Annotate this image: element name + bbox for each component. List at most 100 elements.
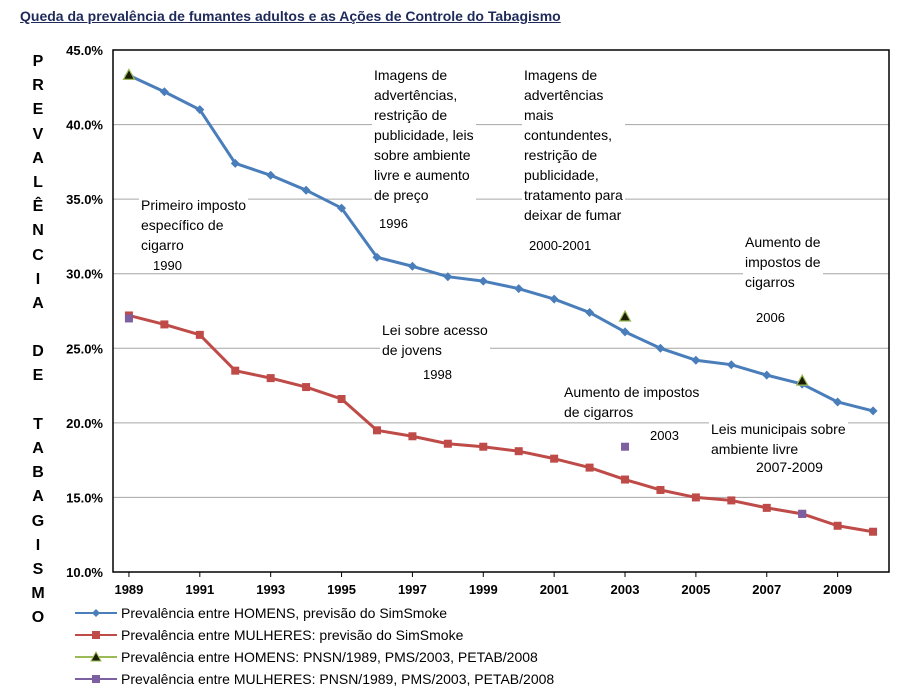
legend-marker-women-model [75,631,117,639]
y-axis-label-char: Ê [32,198,44,216]
data-point-men-model [833,397,843,407]
x-tick-label: 2005 [681,582,710,597]
annotation-2000-2001-text: Imagens de advertências mais contundente… [522,65,625,225]
data-point-men-model [655,343,665,353]
data-point-women-model [514,447,523,456]
series-men-survey [122,68,809,386]
data-point-men-model [514,284,524,294]
y-axis-label-char: E [32,367,44,385]
data-point-women-model [408,432,417,441]
x-tick-label: 1993 [256,582,285,597]
data-point-men-model [868,406,878,416]
legend-marker-men-survey [75,650,117,662]
data-point-men-survey [795,373,809,386]
data-point-men-model [372,252,382,262]
y-tick-label: 20.0% [66,416,103,431]
data-point-women-model [160,320,169,329]
legend-label-men-model: Prevalência entre HOMENS, previsão do Si… [121,605,448,621]
y-axis-label-char: R [32,77,44,95]
x-tick-label: 1999 [469,582,498,597]
y-axis-label-char: I [35,536,41,554]
y-axis-label-char: I [35,270,41,288]
y-axis-label-char: B [32,464,44,482]
data-point-men-model [620,327,630,337]
legend-label-men-survey: Prevalência entre HOMENS: PNSN/1989, PMS… [121,649,538,665]
chart: 10.0% 15.0% 20.0% 25.0% 30.0% 35.0% 40.0% 45.0%… [66,43,890,597]
annotation-2003-year: 2003 [647,428,682,443]
y-tick-label: 15.0% [66,490,103,505]
annotation-1998-text: Lei sobre acesso de jovens [380,320,490,360]
annotation-2006-year: 2006 [753,310,788,325]
x-tick-label: 2003 [611,582,640,597]
series-women-survey [124,314,807,518]
x-tick-label: 1989 [114,582,143,597]
data-point-women-model [337,394,346,403]
chart-title: Queda da prevalência de fumantes adultos… [20,8,561,24]
x-tick-label: 1997 [398,582,427,597]
data-point-men-model [266,170,276,180]
data-point-women-survey [124,314,133,323]
data-point-men-model [443,272,453,282]
y-axis-label-char: E [32,101,44,119]
annotation-1990-text: Primeiro imposto específico de cigarro [139,195,249,255]
x-tick-label: 2009 [823,582,852,597]
data-point-women-model [479,442,488,451]
annotation-1996-year: 1996 [376,216,411,231]
y-tick-label: 45.0% [66,43,103,58]
data-point-men-model [195,105,205,115]
data-point-men-survey [122,68,136,80]
annotation-1990-year: 1990 [150,258,185,273]
data-point-women-survey [621,442,630,451]
data-point-men-model [726,360,736,370]
data-point-women-model [195,330,204,339]
y-axis-label-char: A [32,488,44,506]
series-men-model [124,70,878,416]
y-axis-label-char: S [32,560,44,578]
legend-marker-women-survey [75,675,117,683]
data-point-men-model [585,307,595,317]
series-line-men-model [128,73,874,413]
y-tick-label: 35.0% [66,192,103,207]
y-axis-label-char: O [31,609,45,627]
y-axis-label-char: G [31,512,45,530]
legend-marker-men-model [75,609,117,617]
data-point-women-model [585,463,594,472]
data-point-women-model [302,383,311,392]
data-point-men-model [159,87,169,97]
data-point-women-model [266,374,275,383]
annotation-2006-text: Aumento de impostos de cigarros [743,232,823,292]
y-axis-label-char: P [32,53,44,70]
y-axis-label-char: M [31,585,45,603]
annotation-2007-2009-year: 2007-2009 [753,459,826,475]
annotation-1998-year: 1998 [420,367,455,382]
y-tick-label: 10.0% [66,565,103,580]
y-axis-label-char: V [32,125,44,143]
annotation-2003-text: Aumento de impostos de cigarros [562,382,702,422]
data-point-women-model [691,493,700,502]
data-point-women-survey [798,509,807,518]
data-point-women-model [231,366,240,375]
data-point-women-model [762,503,771,512]
data-point-men-survey [618,309,632,322]
data-point-women-model [869,527,878,536]
x-tick-labels: 1989 1991 1993 1995 1997 1999 2001 2003 2005 2007… [114,572,852,597]
y-axis-label-char: A [32,149,44,167]
y-tick-labels: 10.0% 15.0% 20.0% 25.0% 30.0% 35.0% 40.0% 45.0% [66,43,103,580]
legend-label-women-model: Prevalência entre MULHERES: previsão do … [121,627,464,643]
data-point-men-model [691,355,701,365]
y-axis-label-char: L [33,173,43,191]
x-tick-label: 1995 [327,582,356,597]
y-tick-label: 30.0% [66,267,103,282]
data-point-men-model [549,294,559,304]
annotation-1996-text: Imagens de advertências, restrição de pu… [372,65,476,205]
data-point-men-model [478,276,488,286]
y-axis-label-char: A [32,440,44,457]
data-point-women-model [727,496,736,505]
data-point-men-model [407,261,417,271]
data-point-men-model [337,203,347,213]
data-point-women-model [656,485,665,494]
y-axis-label-char: T [33,415,43,433]
data-point-men-model [762,370,772,380]
y-tick-label: 40.0% [66,118,103,133]
